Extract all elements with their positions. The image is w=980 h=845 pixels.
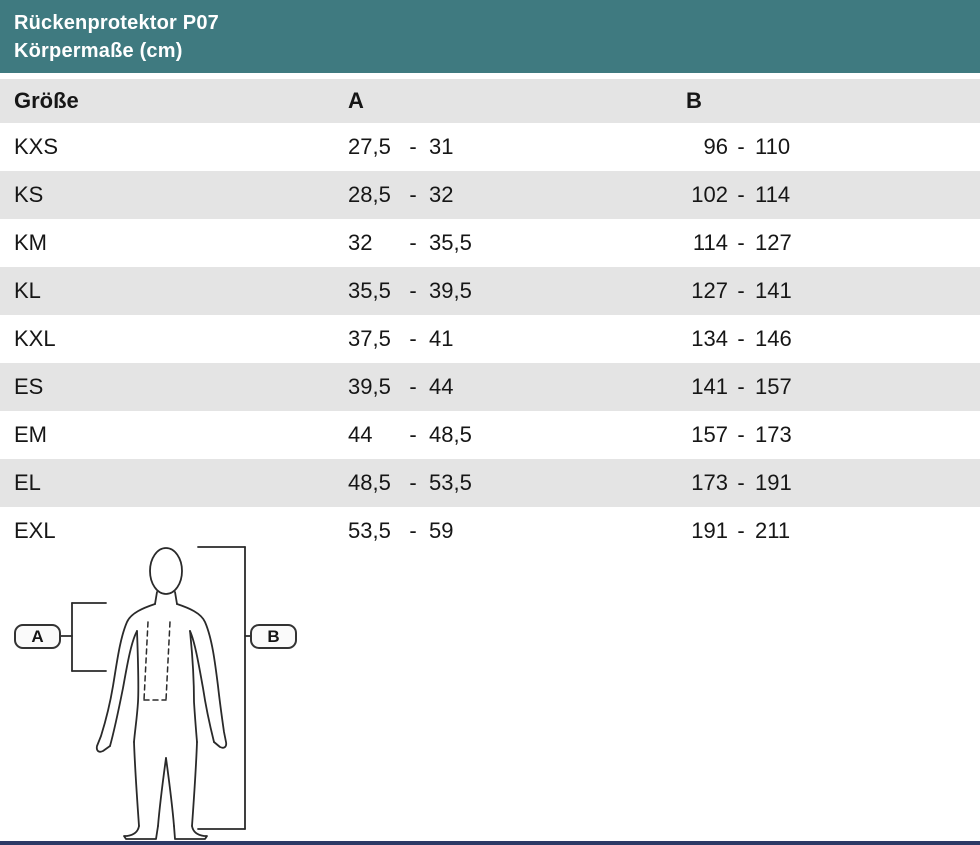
size-label: ES <box>14 374 44 399</box>
a-range: 37,5-41 <box>348 326 454 351</box>
product-title: Rückenprotektor P07 <box>14 12 219 34</box>
header-bar: Rückenprotektor P07 Körpermaße (cm) <box>0 0 980 73</box>
a-range: 48,5-53,5 <box>348 470 472 495</box>
b-range: 127-141 <box>691 278 792 303</box>
size-label: EL <box>14 470 41 495</box>
bottom-edge-bar <box>0 841 980 845</box>
b-range: 173-191 <box>691 470 792 495</box>
header-subtitle: Körpermaße (cm) <box>14 40 183 62</box>
size-table: Größe A B KXS 27,5-31 96-110 KS 28,5-32 … <box>0 79 980 555</box>
b-range: 141-157 <box>691 374 792 399</box>
table-row: ES 39,5-44 141-157 <box>0 363 980 411</box>
size-label: KM <box>14 230 47 255</box>
a-range: 53,5-59 <box>348 518 454 543</box>
b-range: 102-114 <box>691 182 791 207</box>
table-row: KS 28,5-32 102-114 <box>0 171 980 219</box>
measure-label-b: B <box>250 624 297 649</box>
table-row: KL 35,5-39,5 127-141 <box>0 267 980 315</box>
a-range: 28,5-32 <box>348 182 454 207</box>
b-range: 96-110 <box>703 134 791 159</box>
column-header-b: B <box>686 88 702 113</box>
size-label: KS <box>14 182 44 207</box>
table-row: KXL 37,5-41 134-146 <box>0 315 980 363</box>
table-row: EM 44-48,5 157-173 <box>0 411 980 459</box>
a-range: 32-35,5 <box>348 230 472 255</box>
a-range: 27,5-31 <box>348 134 454 159</box>
size-label: KXS <box>14 134 59 159</box>
body-figure-drawing <box>57 546 251 840</box>
table-row: EL 48,5-53,5 173-191 <box>0 459 980 507</box>
b-range: 191-211 <box>691 518 791 543</box>
measure-label-a: A <box>14 624 61 649</box>
size-label: KXL <box>14 326 56 351</box>
table-row: KM 32-35,5 114-127 <box>0 219 980 267</box>
size-label: KL <box>14 278 41 303</box>
size-label: EM <box>14 422 47 447</box>
column-header-a: A <box>348 88 364 113</box>
b-range: 134-146 <box>691 326 792 351</box>
size-label: EXL <box>14 518 56 543</box>
table-row: KXS 27,5-31 96-110 <box>0 123 980 171</box>
measurement-diagram: A B <box>0 540 330 845</box>
table-row: EXL 53,5-59 191-211 <box>0 507 980 555</box>
table-header-row: Größe A B <box>0 79 980 123</box>
column-header-size: Größe <box>14 88 79 113</box>
a-range: 44-48,5 <box>348 422 472 447</box>
b-range: 157-173 <box>691 422 792 447</box>
b-range: 114-127 <box>692 230 792 255</box>
a-range: 35,5-39,5 <box>348 278 472 303</box>
a-range: 39,5-44 <box>348 374 454 399</box>
